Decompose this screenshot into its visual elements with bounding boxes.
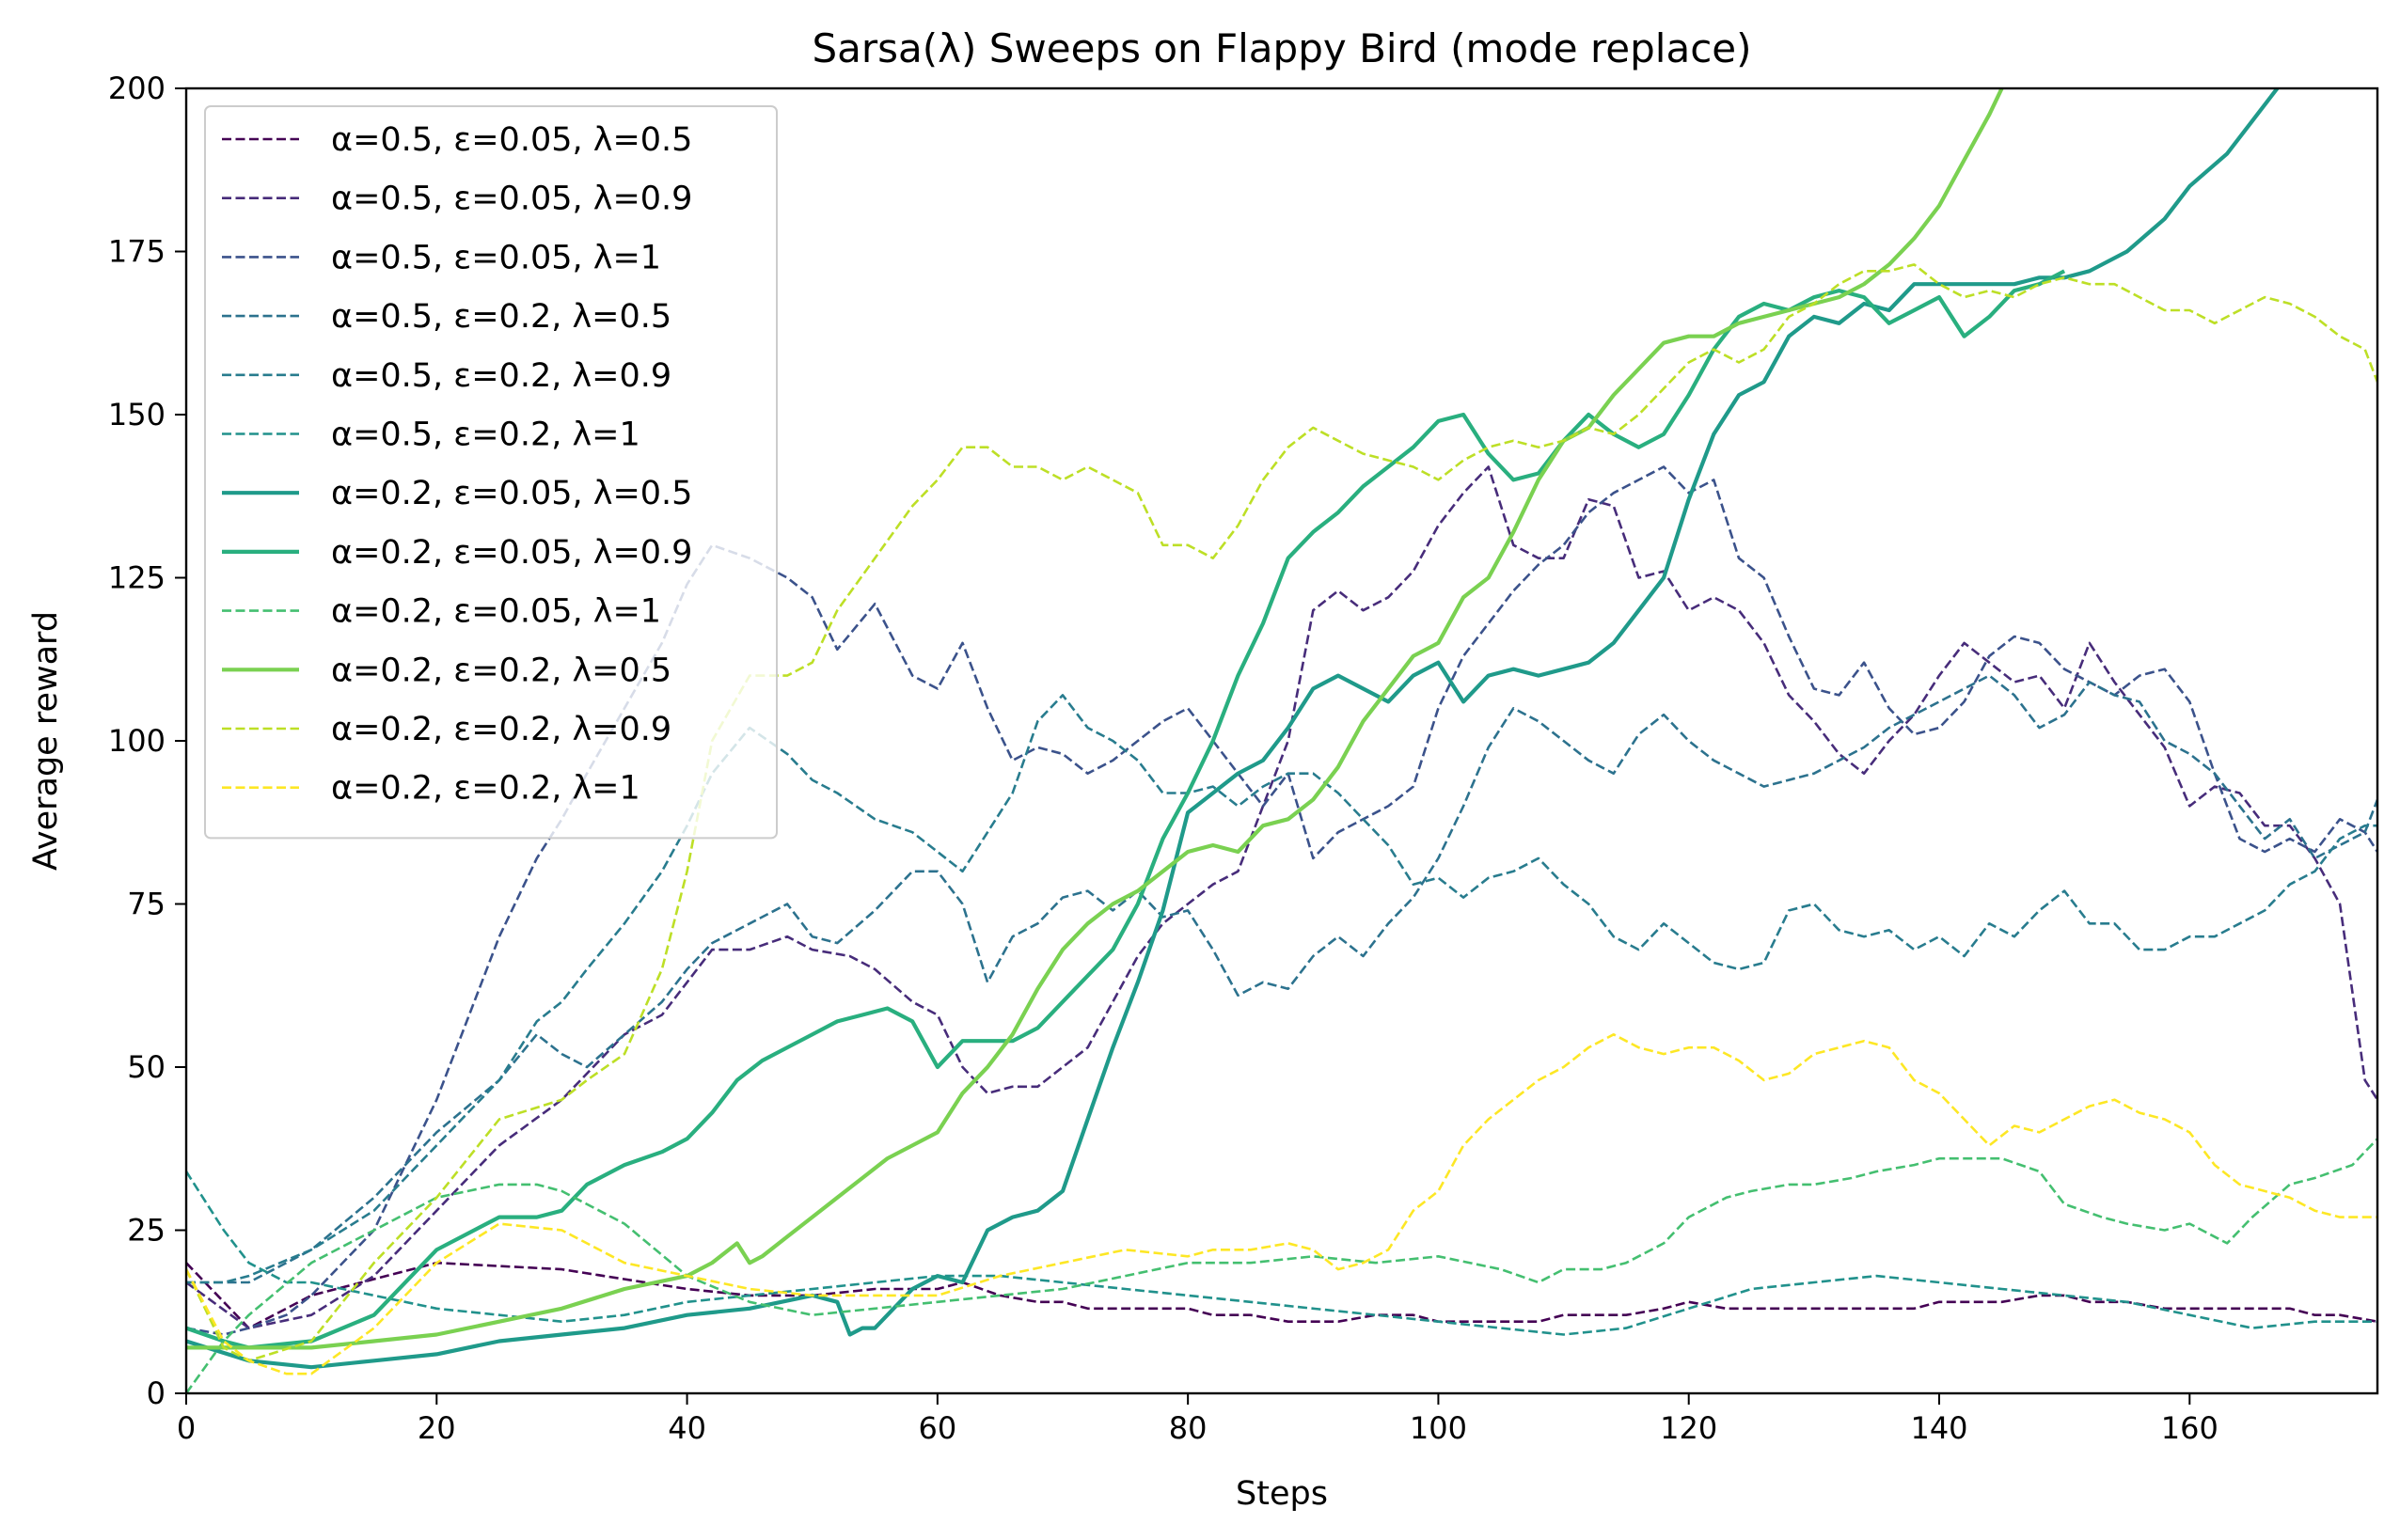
x-axis: 0 20 40 60 80 100 120 140 160 [177, 1393, 2218, 1446]
chart-title: Sarsa(λ) Sweeps on Flappy Bird (mode rep… [812, 25, 1751, 71]
series-line-8 [186, 269, 2066, 1350]
x-tick-label: 120 [1660, 1410, 1717, 1446]
series-layer [186, 88, 2377, 1393]
legend-label-10: α=0.2, ε=0.2, λ=0.5 [331, 652, 671, 689]
y-tick-label: 75 [127, 887, 166, 922]
x-tick-label: 0 [177, 1410, 196, 1446]
x-tick-label: 40 [668, 1410, 706, 1446]
y-tick-label: 175 [108, 234, 166, 270]
legend-label-7: α=0.2, ε=0.05, λ=0.5 [331, 475, 692, 512]
series-line-4 [186, 674, 2377, 1284]
x-tick-label: 140 [1910, 1410, 1967, 1446]
legend-label-4: α=0.5, ε=0.2, λ=0.5 [331, 298, 671, 336]
x-tick-label: 20 [418, 1410, 456, 1446]
y-axis-label: Average reward [27, 611, 65, 871]
y-tick-label: 200 [108, 71, 166, 106]
y-tick-label: 25 [127, 1213, 166, 1249]
legend-label-11: α=0.2, ε=0.2, λ=0.9 [331, 711, 671, 748]
series-line-7 [186, 88, 2280, 1370]
legend-label-6: α=0.5, ε=0.2, λ=1 [331, 416, 640, 454]
y-tick-label: 100 [108, 723, 166, 759]
series-line-6 [186, 1171, 2377, 1336]
y-tick-label: 125 [108, 560, 166, 596]
y-tick-label: 0 [147, 1375, 166, 1411]
series-line-12 [186, 1033, 2377, 1375]
y-axis: 0 25 50 75 100 125 150 175 200 [108, 71, 186, 1411]
legend-label-12: α=0.2, ε=0.2, λ=1 [331, 770, 640, 808]
legend-label-1: α=0.5, ε=0.05, λ=0.5 [331, 121, 692, 159]
legend-label-5: α=0.5, ε=0.2, λ=0.9 [331, 357, 671, 395]
x-axis-label: Steps [1236, 1475, 1328, 1513]
legend: α=0.5, ε=0.05, λ=0.5 α=0.5, ε=0.05, λ=0.9… [204, 105, 778, 840]
x-tick-label: 60 [918, 1410, 956, 1446]
series-line-3 [186, 465, 2377, 1336]
legend-label-8: α=0.2, ε=0.05, λ=0.9 [331, 534, 692, 572]
legend-label-3: α=0.5, ε=0.05, λ=1 [331, 239, 661, 276]
series-line-9 [186, 1138, 2377, 1393]
series-line-10 [186, 88, 2004, 1350]
legend-label-2: α=0.5, ε=0.05, λ=0.9 [331, 181, 692, 218]
x-tick-label: 100 [1410, 1410, 1467, 1446]
y-tick-label: 50 [127, 1049, 166, 1085]
series-line-1 [186, 1261, 2377, 1329]
legend-label-9: α=0.2, ε=0.05, λ=1 [331, 593, 661, 631]
y-tick-label: 150 [108, 397, 166, 432]
legend-box [204, 105, 778, 840]
x-tick-label: 160 [2161, 1410, 2218, 1446]
x-tick-label: 80 [1169, 1410, 1208, 1446]
